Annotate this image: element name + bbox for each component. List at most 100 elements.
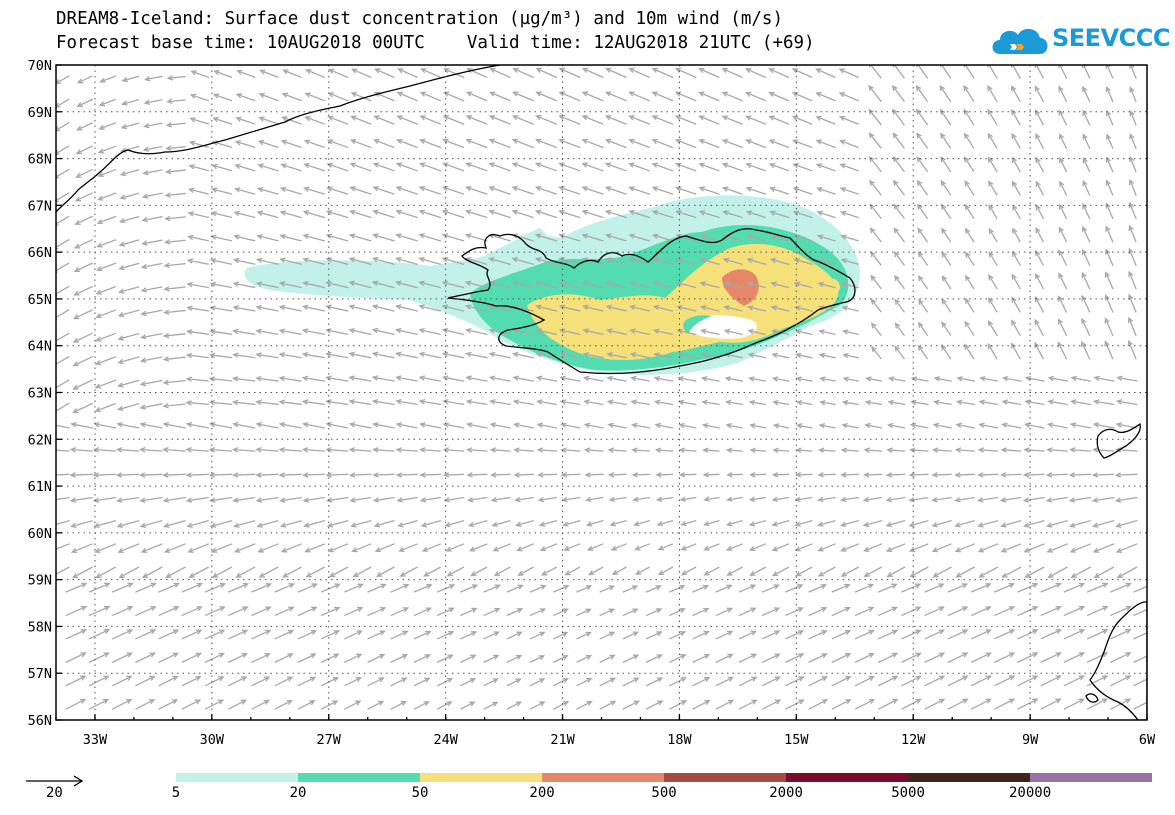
wind-arrow bbox=[460, 607, 478, 617]
wind-arrow bbox=[419, 447, 442, 453]
wind-arrow bbox=[676, 304, 697, 312]
wind-arrow bbox=[894, 345, 905, 360]
wind-arrow bbox=[559, 375, 581, 382]
wind-arrow bbox=[583, 447, 604, 453]
wind-arrow bbox=[512, 91, 534, 102]
wind-arrow bbox=[892, 155, 905, 173]
wind-arrow bbox=[917, 203, 929, 220]
wind-arrow bbox=[994, 582, 1016, 593]
wind-arrow bbox=[372, 233, 395, 242]
wind-arrow bbox=[187, 543, 209, 553]
wind-arrow bbox=[302, 233, 326, 242]
wind-arrow bbox=[560, 447, 581, 453]
wind-arrow bbox=[158, 675, 179, 687]
wind-arrow bbox=[251, 699, 270, 710]
wind-arrow bbox=[939, 108, 952, 126]
wind-arrow bbox=[278, 281, 302, 289]
latitude-labels: 70N 69N 68N 67N 66N 65N 64N 63N 62N 61N 60N 59N 58N 5… bbox=[28, 58, 52, 729]
wind-arrow bbox=[645, 631, 663, 640]
wind-arrow bbox=[395, 233, 418, 242]
wind-arrow bbox=[1010, 85, 1021, 103]
wind-arrow bbox=[893, 227, 905, 243]
colorbar-label: 5 bbox=[171, 785, 181, 801]
wind-arrow bbox=[395, 162, 418, 172]
wind-arrow bbox=[163, 543, 186, 553]
wind-arrow bbox=[185, 352, 209, 359]
wind-arrow bbox=[348, 280, 372, 289]
wind-arrow bbox=[1129, 86, 1137, 103]
wind-arrow bbox=[1115, 520, 1138, 528]
wind-arrow bbox=[862, 496, 883, 503]
wind-arrow bbox=[465, 375, 488, 382]
wind-arrow bbox=[141, 216, 163, 223]
wind-arrow bbox=[69, 496, 93, 503]
wind-arrow bbox=[529, 631, 546, 640]
wind-arrow bbox=[831, 653, 852, 663]
wind-arrow bbox=[761, 653, 781, 663]
wind-arrow bbox=[1070, 375, 1092, 382]
wind-arrow bbox=[111, 629, 134, 640]
wind-arrow bbox=[1057, 318, 1068, 337]
wind-arrow bbox=[73, 262, 93, 273]
wind-arrow bbox=[771, 472, 790, 478]
wind-arrow bbox=[560, 422, 581, 429]
wind-arrow bbox=[209, 520, 233, 528]
wind-arrow bbox=[1011, 156, 1021, 173]
wind-arrow bbox=[817, 258, 836, 266]
wind-arrow bbox=[251, 629, 272, 640]
wind-arrow bbox=[769, 210, 790, 219]
wind-arrow bbox=[576, 631, 592, 640]
wind-arrow bbox=[111, 652, 133, 663]
wind-arrow bbox=[209, 281, 233, 289]
wind-arrow bbox=[901, 606, 922, 617]
wind-arrow bbox=[1110, 582, 1132, 593]
wind-arrow bbox=[622, 677, 640, 687]
wind-arrow bbox=[118, 262, 140, 271]
wind-arrow bbox=[970, 606, 992, 617]
wind-arrow bbox=[761, 584, 780, 593]
wind-arrow bbox=[349, 209, 372, 219]
wind-arrow bbox=[163, 309, 186, 315]
wind-arrow bbox=[628, 91, 651, 102]
wind-arrow bbox=[511, 115, 534, 125]
wind-arrow bbox=[165, 121, 186, 128]
wind-arrow bbox=[231, 376, 256, 382]
wind-arrow bbox=[117, 309, 140, 318]
wind-arrow bbox=[372, 447, 395, 453]
wind-arrow bbox=[1082, 109, 1091, 126]
wind-arrow bbox=[947, 698, 969, 710]
wind-arrow bbox=[599, 631, 616, 640]
wind-arrow bbox=[576, 654, 593, 663]
wind-arrow bbox=[869, 203, 882, 220]
wind-arrow bbox=[715, 584, 733, 593]
wind-arrow bbox=[488, 209, 511, 219]
wind-arrow bbox=[1040, 582, 1062, 593]
wind-arrow bbox=[297, 700, 316, 710]
wind-arrow bbox=[181, 582, 203, 593]
wind-arrow bbox=[901, 675, 922, 687]
wind-arrow bbox=[1110, 605, 1132, 617]
wind-arrow bbox=[628, 209, 651, 219]
wind-arrow bbox=[395, 280, 418, 289]
wind-arrow bbox=[678, 447, 697, 453]
wind-arrow bbox=[653, 352, 674, 359]
wind-arrow bbox=[854, 629, 875, 640]
wind-arrow bbox=[552, 631, 569, 640]
wind-arrow bbox=[932, 422, 952, 429]
wind-arrow bbox=[465, 91, 488, 102]
wind-arrow bbox=[964, 297, 975, 313]
lon-tick-label: 6W bbox=[1139, 732, 1156, 748]
wind-arrow bbox=[1069, 543, 1092, 553]
wind-arrow bbox=[933, 399, 952, 406]
wind-arrow bbox=[1058, 109, 1068, 126]
wind-arrow bbox=[1093, 566, 1115, 579]
wind-arrow bbox=[56, 98, 70, 108]
wind-arrow bbox=[233, 234, 256, 242]
wind-arrow bbox=[1070, 566, 1092, 579]
wind-arrow bbox=[234, 163, 256, 172]
wind-arrow bbox=[747, 352, 767, 359]
wind-arrow bbox=[768, 162, 790, 172]
wind-arrow bbox=[877, 583, 898, 593]
wind-arrow bbox=[511, 209, 534, 219]
wind-arrow bbox=[116, 421, 140, 429]
